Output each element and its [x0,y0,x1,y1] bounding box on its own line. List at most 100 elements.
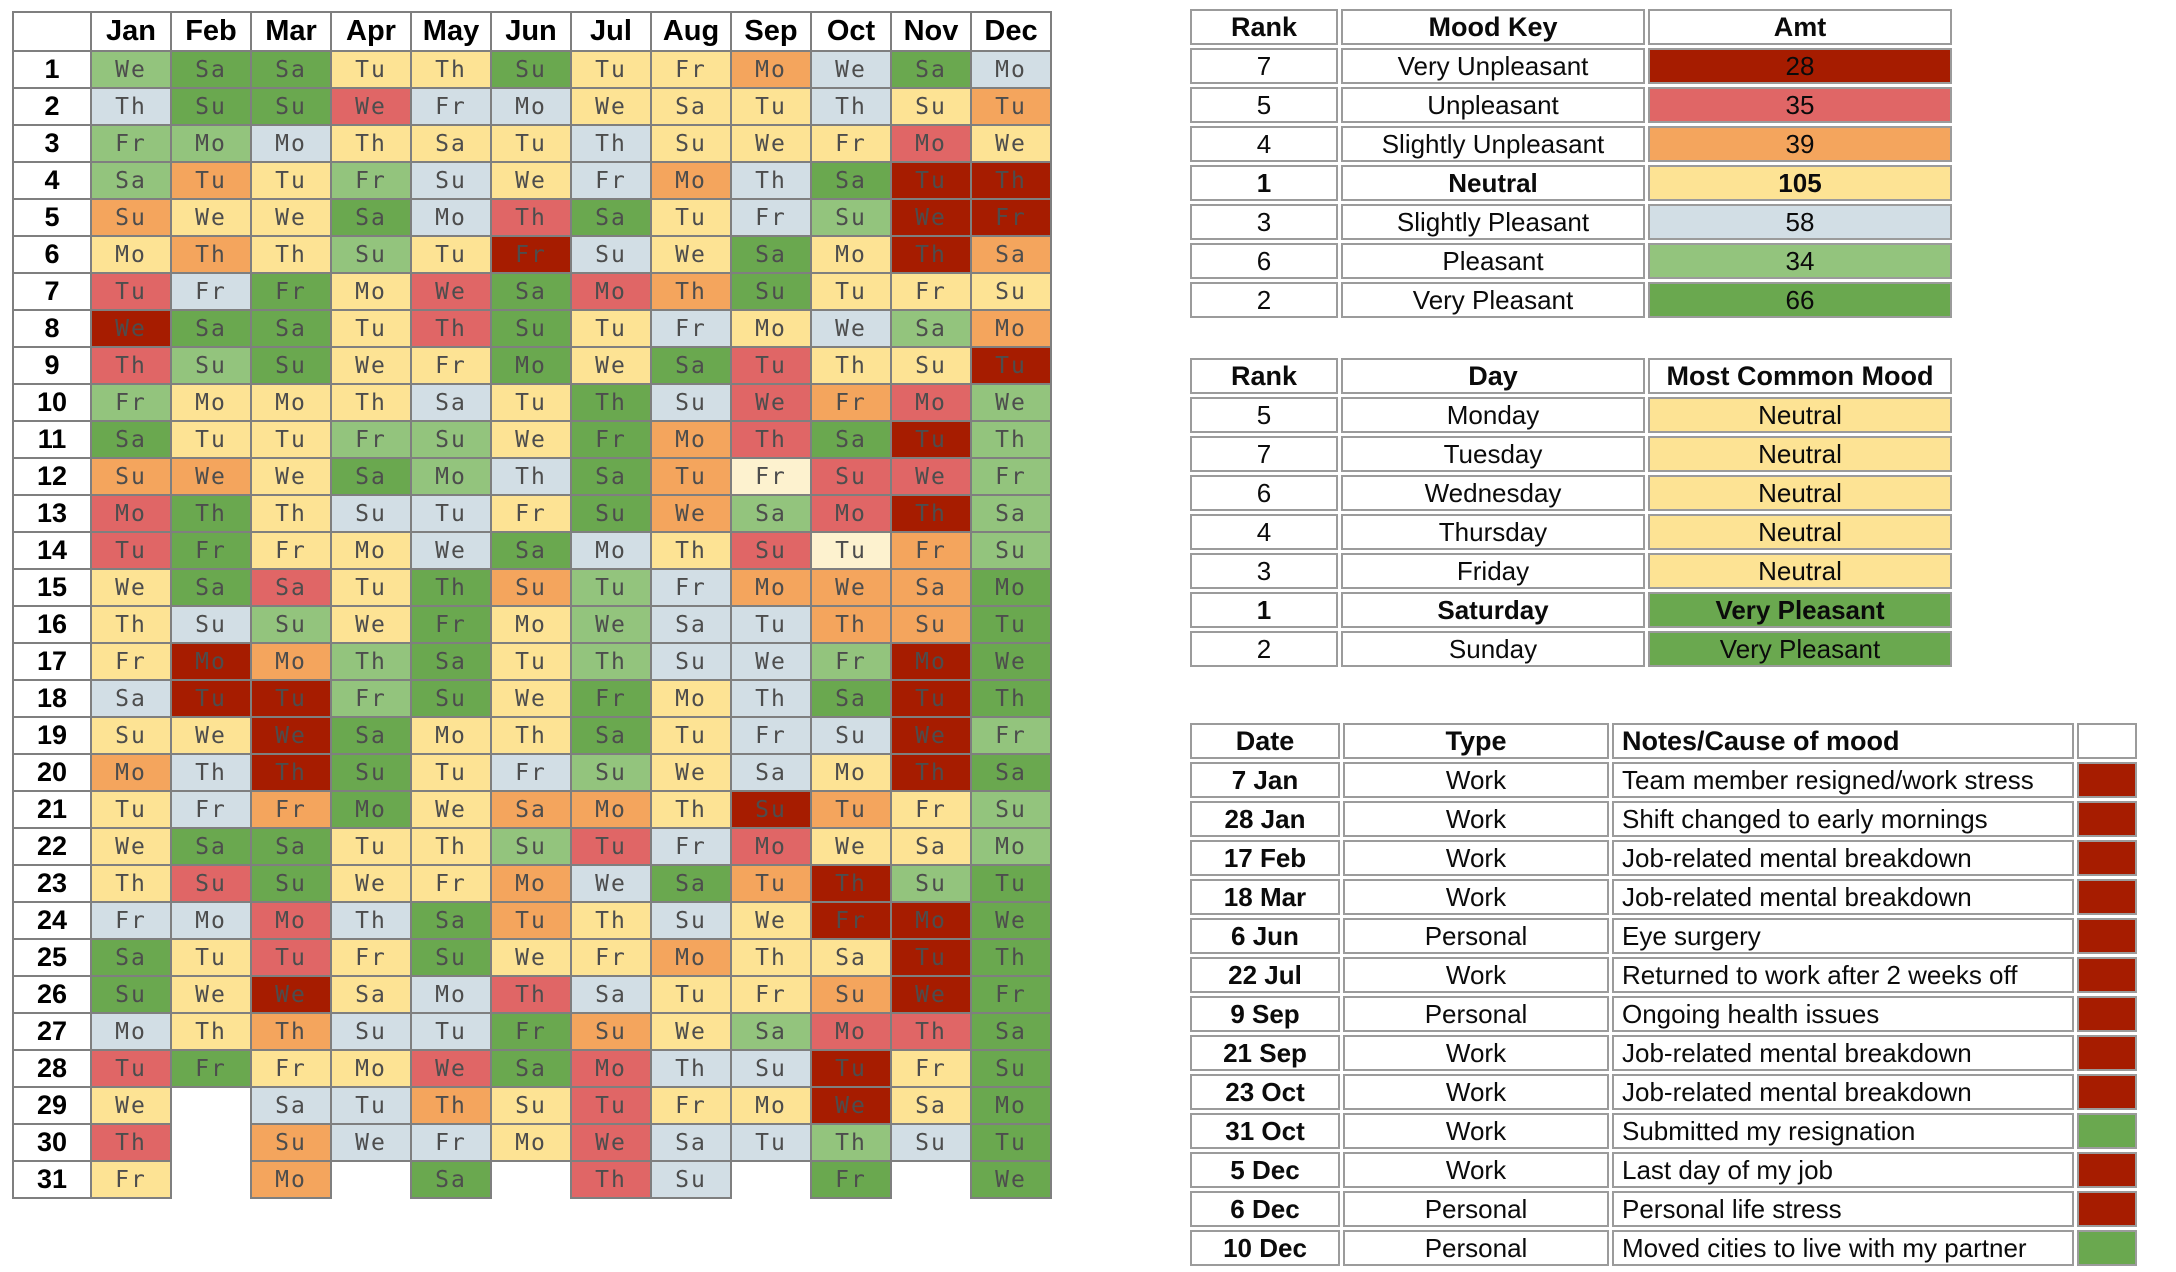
calendar-cell-Oct-17: Fr [810,642,892,681]
calendar-cell-Jul-11: Fr [570,420,652,459]
calendar-cell-Dec-30: Tu [970,1123,1052,1162]
calendar-cell-Mar-4: Tu [250,161,332,200]
mood-key-table: Rank Mood Key Amt 7 Very Unpleasant 28 5 Unplea… [1187,6,1955,321]
calendar-cell-Apr-24: Th [330,901,412,940]
notes-table-note-0: Team member resigned/work stress [1612,762,2074,798]
calendar-cell-Jun-19: Th [490,716,572,755]
notes-table-swatch-2 [2077,840,2137,876]
calendar-cell-Aug-1: Fr [650,50,732,89]
calendar-cell-Aug-22: Fr [650,827,732,866]
notes-table-date-1: 28 Jan [1190,801,1340,837]
notes-table-date-8: 23 Oct [1190,1074,1340,1110]
calendar-cell-Apr-30: We [330,1123,412,1162]
calendar-cell-Apr-23: We [330,864,412,903]
calendar-cell-Apr-26: Sa [330,975,412,1014]
notes-table-row-3: 18 Mar Work Job-related mental breakdown [1190,879,2137,915]
calendar-cell-Mar-3: Mo [250,124,332,163]
calendar-cell-Feb-6: Th [170,235,252,274]
calendar-cell-Sep-13: Sa [730,494,812,533]
notes-table-row-2: 17 Feb Work Job-related mental breakdown [1190,840,2137,876]
calendar-cell-Mar-1: Sa [250,50,332,89]
calendar-cell-Nov-13: Th [890,494,972,533]
day-number-13: 13 [12,494,92,533]
notes-table-note-11: Personal life stress [1612,1191,2074,1227]
notes-table-type-11: Personal [1343,1191,1609,1227]
calendar-cell-Jul-27: Su [570,1012,652,1051]
calendar-cell-Aug-5: Tu [650,198,732,237]
calendar-cell-Sep-20: Sa [730,753,812,792]
calendar-cell-Mar-16: Su [250,605,332,644]
calendar-cell-Sep-6: Sa [730,235,812,274]
calendar-cell-Jan-14: Tu [90,531,172,570]
calendar-cell-Feb-19: We [170,716,252,755]
calendar-cell-Nov-2: Su [890,87,972,126]
calendar-cell-Apr-13: Su [330,494,412,533]
calendar-cell-Dec-2: Tu [970,87,1052,126]
calendar-cell-Nov-27: Th [890,1012,972,1051]
calendar-cell-Aug-18: Mo [650,679,732,718]
calendar-cell-Sep-27: Sa [730,1012,812,1051]
calendar-cell-Jun-11: We [490,420,572,459]
calendar-cell-Oct-15: We [810,568,892,607]
calendar-cell-Dec-14: Su [970,531,1052,570]
calendar-cell-Nov-26: We [890,975,972,1014]
calendar-cell-May-3: Sa [410,124,492,163]
notes-table-date-11: 6 Dec [1190,1191,1340,1227]
calendar-cell-Oct-26: Su [810,975,892,1014]
day-number-16: 16 [12,605,92,644]
calendar-cell-Jan-31: Fr [90,1160,172,1199]
notes-table-type-4: Personal [1343,918,1609,954]
notes-table-header-2: Notes/Cause of mood [1612,723,2074,759]
day-number-10: 10 [12,383,92,422]
calendar-cell-Nov-5: We [890,198,972,237]
notes-table-type-7: Work [1343,1035,1609,1071]
calendar-cell-Mar-19: We [250,716,332,755]
calendar-cell-Apr-15: Tu [330,568,412,607]
calendar-cell-Sep-17: We [730,642,812,681]
calendar-cell-Jul-10: Th [570,383,652,422]
notes-table-type-10: Work [1343,1152,1609,1188]
calendar-cell-Sep-24: We [730,901,812,940]
calendar-cell-Oct-13: Mo [810,494,892,533]
calendar-cell-May-21: We [410,790,492,829]
day-rank-table-day-0: Monday [1341,397,1645,433]
calendar-cell-Mar-25: Tu [250,938,332,977]
calendar-cell-Feb-10: Mo [170,383,252,422]
calendar-cell-Aug-8: Fr [650,309,732,348]
calendar-cell-Aug-3: Su [650,124,732,163]
calendar-cell-Oct-22: We [810,827,892,866]
calendar-cell-Feb-21: Fr [170,790,252,829]
calendar-cell-May-24: Sa [410,901,492,940]
month-header-Mar: Mar [250,11,332,52]
calendar-cell-Nov-22: Sa [890,827,972,866]
calendar-cell-Jan-15: We [90,568,172,607]
calendar-cell-May-31: Sa [410,1160,492,1199]
day-number-14: 14 [12,531,92,570]
calendar-cell-Sep-1: Mo [730,50,812,89]
day-number-2: 2 [12,87,92,126]
calendar-cell-Jun-22: Su [490,827,572,866]
calendar-cell-Aug-28: Th [650,1049,732,1088]
calendar-cell-Jan-26: Su [90,975,172,1014]
calendar-cell-Nov-6: Th [890,235,972,274]
notes-table: Date Type Notes/Cause of mood 7 Jan Work Team… [1187,720,2140,1269]
calendar-cell-Apr-20: Su [330,753,412,792]
calendar-cell-Oct-23: Th [810,864,892,903]
calendar-cell-Jan-8: We [90,309,172,348]
day-rank-table-mood-1: Neutral [1648,436,1952,472]
calendar-cell-Aug-20: We [650,753,732,792]
calendar-cell-Dec-27: Sa [970,1012,1052,1051]
calendar-cell-Mar-11: Tu [250,420,332,459]
calendar-cell-Nov-3: Mo [890,124,972,163]
calendar-cell-Apr-29: Tu [330,1086,412,1125]
calendar-cell-Apr-5: Sa [330,198,412,237]
calendar-cell-Apr-7: Mo [330,272,412,311]
notes-table-header-0: Date [1190,723,1340,759]
mood-key-table-rank-3: 1 [1190,165,1338,201]
calendar-cell-Dec-13: Sa [970,494,1052,533]
notes-table-type-0: Work [1343,762,1609,798]
notes-table-row-0: 7 Jan Work Team member resigned/work stres… [1190,762,2137,798]
notes-table-date-10: 5 Dec [1190,1152,1340,1188]
day-number-29: 29 [12,1086,92,1125]
calendar-cell-Jan-13: Mo [90,494,172,533]
